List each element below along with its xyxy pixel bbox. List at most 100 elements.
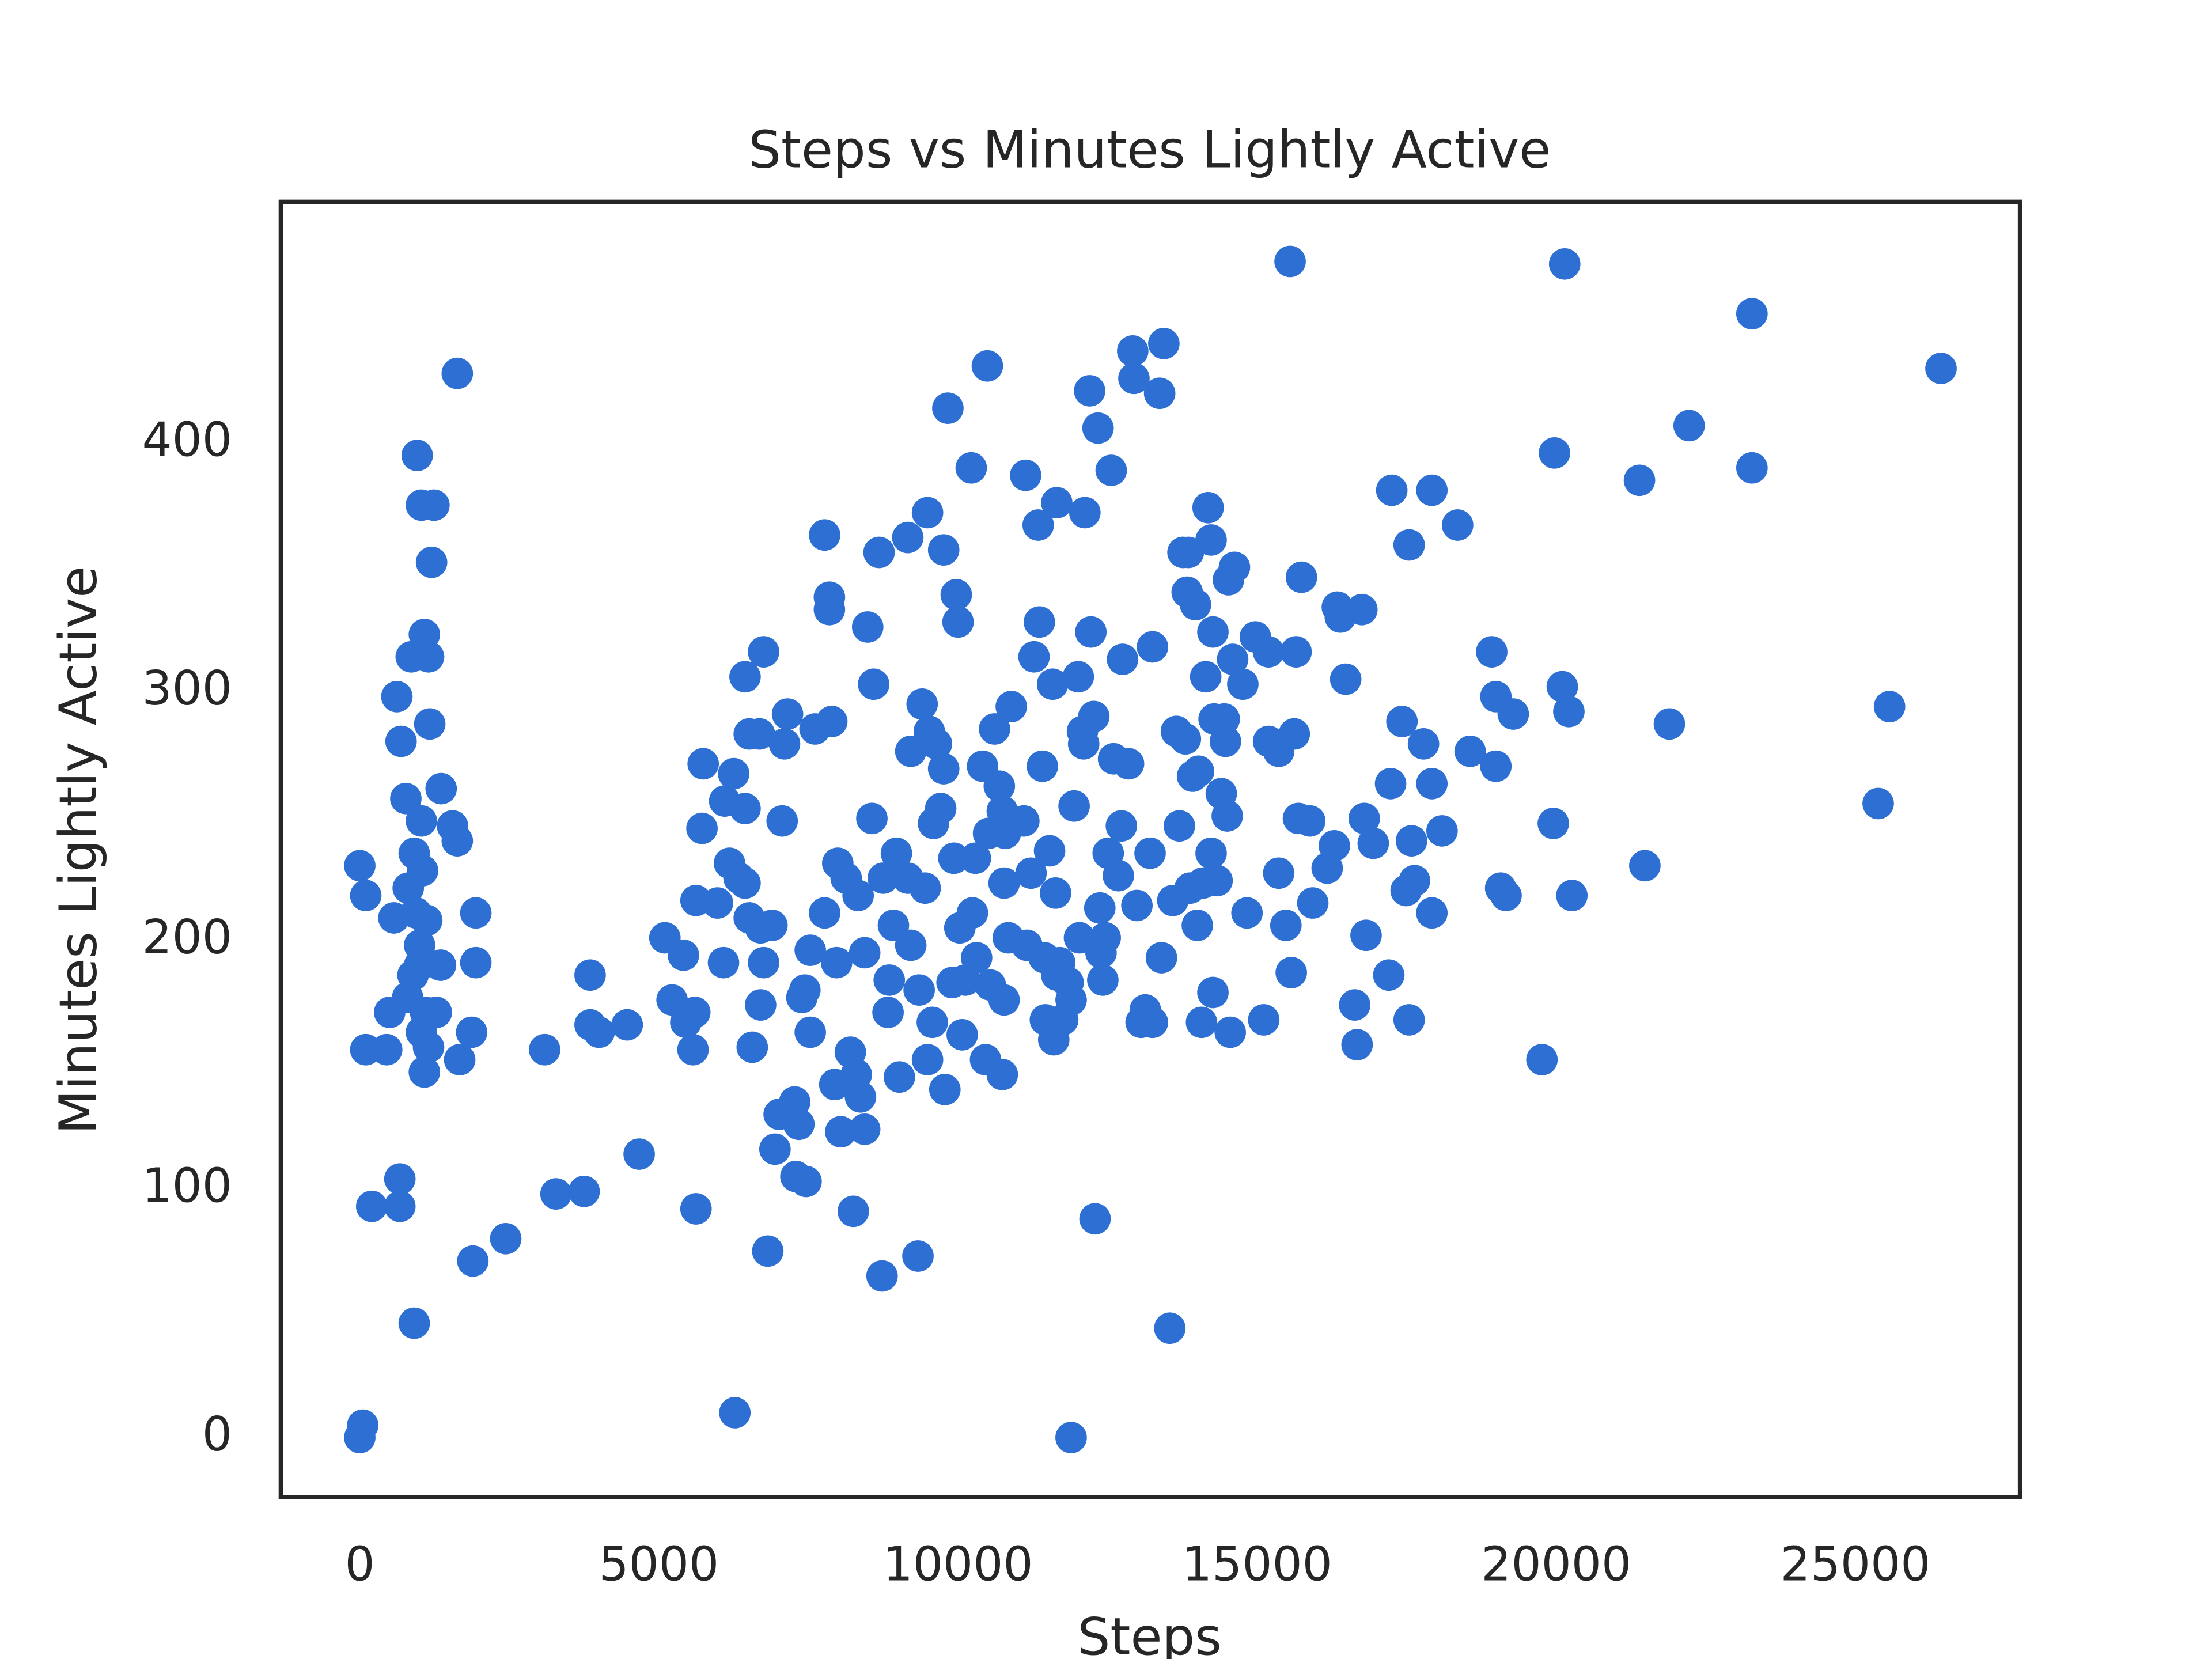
scatter-point [441,357,474,389]
scatter-point [932,392,964,424]
scatter-point [1546,671,1578,703]
scatter-point [988,984,1020,1016]
scatter-point [1386,706,1418,737]
scatter-point [794,1016,826,1048]
scatter-point [729,867,761,899]
scatter-point [1339,989,1371,1021]
scatter-point [1118,362,1150,395]
scatter-point [955,452,987,484]
scatter-point [1107,643,1139,675]
scatter-point [813,593,846,626]
x-axis-label: Steps [1078,1607,1222,1659]
scatter-point [456,1016,488,1048]
scatter-point [759,1133,791,1165]
scatter-point [718,757,749,790]
scatter-point [1623,464,1656,497]
scatter-point [916,1006,948,1039]
scatter-point [940,579,972,611]
scatter-point [1137,631,1169,663]
scatter-point [1190,661,1222,693]
scatter-point [1027,750,1058,782]
scatter-point [1548,248,1581,280]
scatter-point [809,897,840,929]
scatter-point [460,897,492,929]
y-tick-label: 0 [202,1407,232,1462]
scatter-point [849,1113,881,1145]
scatter-point [1089,922,1121,954]
scatter-point [1537,808,1569,839]
scatter-point [1062,661,1094,693]
scatter-point [911,1044,944,1075]
scatter-point [895,929,927,961]
scatter-point [1211,800,1243,832]
scatter-point [768,728,801,760]
scatter-point [892,521,924,554]
scatter-point [1373,959,1405,991]
scatter-point [390,782,422,815]
y-tick-label: 100 [142,1158,232,1213]
scatter-point [1629,850,1661,882]
scatter-point [1015,857,1047,889]
scatter-point [444,1044,476,1075]
scatter-point [1374,768,1407,800]
scatter-point [1087,964,1119,996]
x-tick-label: 15000 [1182,1537,1332,1592]
scatter-point [1148,328,1180,359]
scatter-point [856,802,888,835]
scatter-point [743,718,775,750]
scatter-point [702,887,733,919]
scatter-point [866,1260,898,1292]
scatter-point [794,934,826,966]
x-tick-label: 10000 [883,1537,1033,1592]
scatter-point [979,713,1010,745]
x-tick-label: 0 [344,1537,374,1592]
scatter-point [995,691,1027,722]
scatter-point [1736,452,1768,484]
scatter-point [844,1081,877,1113]
scatter-point [1036,668,1069,700]
scatter-point [872,997,904,1028]
scatter-point [790,1165,822,1198]
scatter-point [529,1033,560,1066]
scatter-point [707,946,740,979]
scatter-point [1082,412,1114,444]
scatter-point [1319,830,1350,862]
scatter-point [748,946,779,979]
scatter-point [783,1108,815,1141]
scatter-point [441,825,474,857]
scatter-point [903,974,935,1006]
scatter-point [880,837,912,869]
scatter-point [1040,877,1071,909]
scatter-point [1341,1029,1373,1060]
scatter-point [406,805,437,837]
scatter-point [942,606,974,638]
scatter-point [411,904,443,937]
scatter-point [1357,827,1389,859]
scatter-point [1117,335,1149,367]
scatter-point [1084,892,1116,924]
scatter-point [1024,606,1055,638]
scatter-point [1673,410,1705,442]
scatter-point [1018,641,1050,673]
scatter-point [1095,454,1127,486]
scatter-point [986,1059,1018,1090]
scatter-point [1539,437,1570,469]
scatter-point [384,1163,416,1195]
scatter-point [752,1235,784,1267]
scatter-point [1033,835,1066,867]
scatter-point [668,939,699,971]
scatter-point [1348,802,1380,835]
scatter-point [719,1397,751,1429]
scatter-point [1214,1016,1247,1048]
scatter-point [1022,509,1054,541]
scatter-point [1263,857,1295,889]
scatter-point [902,1240,934,1272]
scatter-point [838,1195,869,1228]
scatter-point [687,748,719,780]
plot-area [344,245,1957,1453]
scatter-point [347,1409,379,1441]
scatter-point [1280,636,1312,668]
scatter-point [1248,1004,1280,1036]
scatter-point [418,489,450,521]
